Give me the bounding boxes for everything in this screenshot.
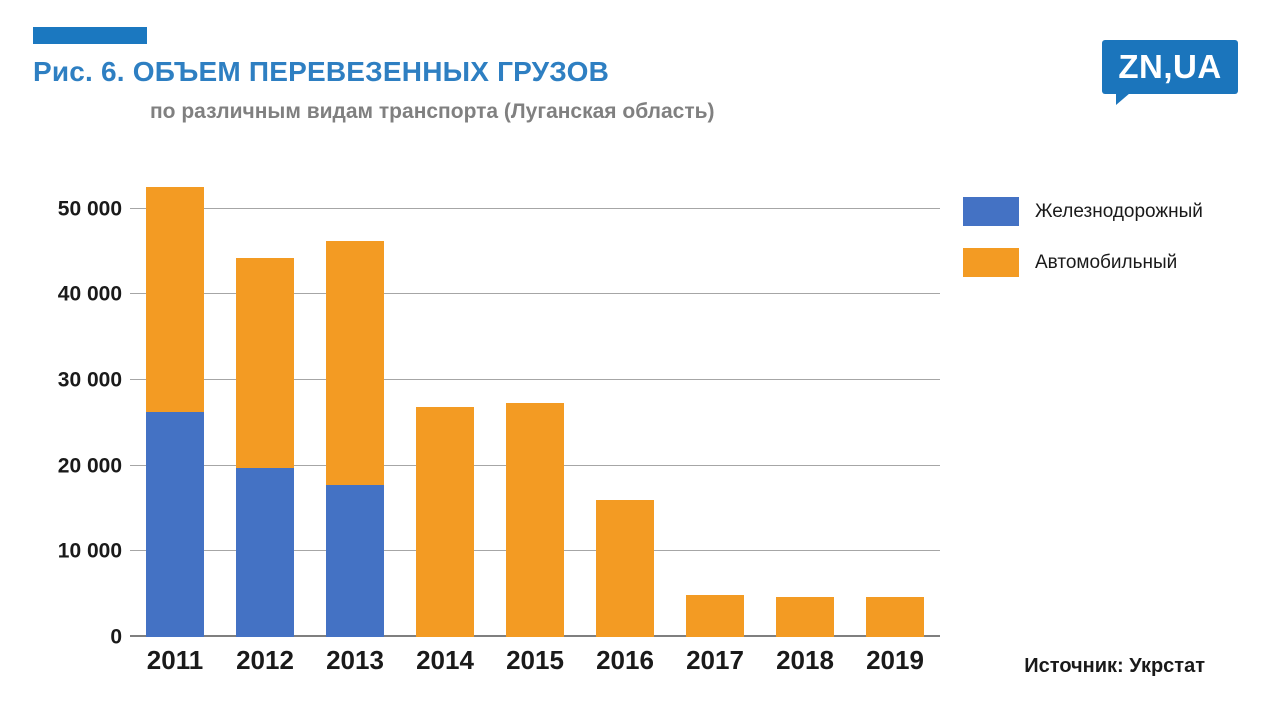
bar-group-2011: [130, 187, 220, 637]
bar-segment: [236, 468, 294, 637]
source-label: Источник: Укрстат: [1024, 655, 1205, 677]
bar-segment: [776, 596, 834, 637]
y-tick-label: 40 000: [57, 282, 122, 306]
legend-swatch-icon: [963, 248, 1019, 277]
gridline: [130, 207, 940, 209]
znua-logo: ZN,UA: [1102, 40, 1238, 105]
bar-group-2015: [490, 403, 580, 637]
znua-logo-text: ZN,UA: [1118, 48, 1222, 85]
y-tick-label: 30 000: [57, 368, 122, 392]
bar-group-2017: [670, 595, 760, 637]
x-tick-label: 2016: [596, 645, 654, 675]
legend-item: Автомобильный: [963, 248, 1203, 277]
bar-segment: [416, 406, 474, 637]
legend-label: Железнодорожный: [1035, 200, 1203, 222]
figure-subtitle: по различным видам транспорта (Луганская…: [150, 100, 715, 123]
bar-segment: [146, 411, 204, 637]
gridline: [130, 293, 940, 295]
x-tick-label: 2015: [506, 645, 564, 675]
legend-swatch-icon: [963, 197, 1019, 226]
y-tick-label: 20 000: [57, 454, 122, 478]
bar-group-2014: [400, 406, 490, 637]
x-tick-label: 2019: [866, 645, 924, 675]
x-tick-label: 2017: [686, 645, 744, 675]
y-tick-label: 50 000: [57, 197, 122, 221]
bar-group-2013: [310, 240, 400, 637]
y-tick-label: 10 000: [57, 539, 122, 563]
plot-area: [130, 166, 940, 637]
x-tick-label: 2018: [776, 645, 834, 675]
x-tick-label: 2014: [416, 645, 474, 675]
bar-segment: [236, 257, 294, 469]
bar-segment: [596, 499, 654, 637]
legend-item: Железнодорожный: [963, 197, 1203, 226]
bar-segment: [146, 187, 204, 412]
bar-group-2016: [580, 499, 670, 637]
legend: Железнодорожный Автомобильный: [963, 197, 1203, 299]
bar-group-2019: [850, 596, 940, 637]
accent-bar: [33, 27, 147, 44]
gridline: [130, 379, 940, 381]
bar-segment: [866, 596, 924, 637]
bar-segment: [506, 403, 564, 637]
legend-label: Автомобильный: [1035, 251, 1178, 273]
bar-segment: [326, 485, 384, 637]
bar-group-2018: [760, 596, 850, 637]
y-tick-label: 0: [110, 625, 122, 649]
x-axis: 2011 2012 2013 2014 2015 2016 2017 2018 2019: [130, 645, 940, 685]
x-tick-label: 2013: [326, 645, 384, 675]
bar-segment: [326, 240, 384, 486]
logo-speech-tail-icon: [1116, 93, 1130, 105]
x-tick-label: 2012: [236, 645, 294, 675]
bar-group-2012: [220, 257, 310, 637]
x-tick-label: 2011: [146, 645, 204, 675]
figure-title: Рис. 6. ОБЪЕМ ПЕРЕВЕЗЕННЫХ ГРУЗОВ: [33, 56, 610, 87]
y-axis: 0 10 000 20 000 30 000 40 000 50 000: [10, 166, 122, 647]
bar-segment: [686, 595, 744, 637]
